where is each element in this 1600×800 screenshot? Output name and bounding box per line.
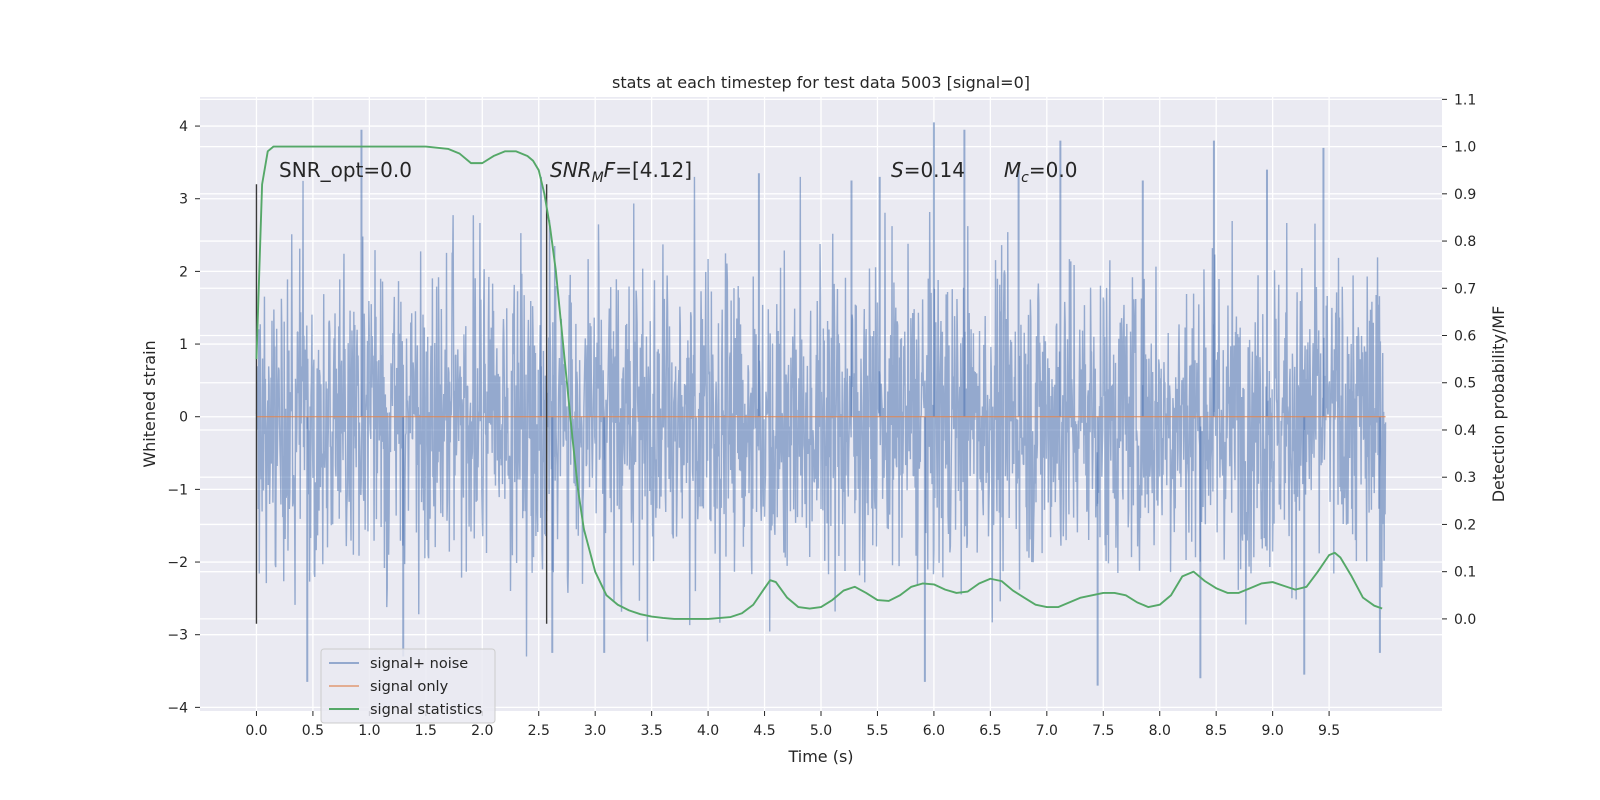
y-left-tick-label: −1: [167, 482, 188, 498]
x-tick-label: 5.5: [866, 723, 888, 739]
x-tick-label: 7.0: [1036, 723, 1058, 739]
x-tick-label: 1.5: [415, 723, 437, 739]
y-axis-right-label: Detection probability/MF: [1489, 306, 1508, 503]
x-tick-label: 0.0: [245, 723, 267, 739]
annotations: SNR_opt=0.0 SNRMF=[4.12] S=0.14 Mc=0.0: [279, 158, 1077, 186]
y-axis-left: 4 3 2 1 0 −1 −2 −3 −4: [167, 119, 200, 716]
annotation-text: S=0.14: [891, 158, 965, 182]
x-tick-label: 7.5: [1092, 723, 1114, 739]
legend-entry-signal-statistics: signal statistics: [370, 702, 482, 718]
x-tick-label: 8.5: [1205, 723, 1227, 739]
x-axis-label: Time (s): [787, 747, 853, 766]
signal-statistics-line: [255, 145, 1383, 620]
x-tick-label: 5.0: [810, 723, 832, 739]
x-tick-label: 8.0: [1149, 723, 1171, 739]
y-right-tick-label: 1.0: [1454, 140, 1476, 156]
y-right-tick-label: 0.6: [1454, 329, 1476, 345]
x-tick-label: 2.0: [471, 723, 493, 739]
y-left-tick-label: 0: [179, 410, 188, 426]
vertical-lines: [255, 184, 548, 624]
plot-content: [255, 122, 1387, 686]
annotation-text: SNR_opt=0.0: [279, 158, 412, 182]
y-right-tick-label: 0.1: [1454, 565, 1476, 581]
y-right-tick-label: 0.5: [1454, 376, 1476, 392]
y-right-tick-label: 0.8: [1454, 234, 1476, 250]
x-tick-label: 6.0: [923, 723, 945, 739]
x-axis: 0.0 0.5 1.0 1.5 2.0 2.5 3.0 3.5 4.0 4.5 5.0 5.5 6.0 6…: [245, 711, 1340, 739]
y-right-tick-label: 0.7: [1454, 281, 1476, 297]
series-signal-statistics: [255, 145, 1383, 620]
x-tick-label: 4.5: [753, 723, 775, 739]
series-signal-noise: [255, 122, 1387, 686]
y-left-tick-label: 1: [179, 337, 188, 353]
y-right-tick-label: 0.0: [1454, 612, 1476, 628]
legend: signal+ noise signal only signal statist…: [320, 648, 496, 724]
x-tick-label: 9.0: [1262, 723, 1284, 739]
legend-box: [320, 648, 496, 724]
noise-trace: [255, 176, 1387, 657]
x-tick-label: 3.5: [641, 723, 663, 739]
x-tick-label: 1.0: [358, 723, 380, 739]
x-tick-label: 4.0: [697, 723, 719, 739]
chart-title: stats at each timestep for test data 500…: [612, 73, 1030, 92]
y-left-tick-label: −3: [167, 628, 188, 644]
x-tick-label: 0.5: [302, 723, 324, 739]
y-axis-right: 1.1 1.0 0.9 0.8 0.7 0.6 0.5 0.4 0.3 0.2 0.1 0.0: [1442, 92, 1476, 628]
annotation-text: Mc=0.0: [1004, 158, 1078, 186]
y-right-tick-label: 0.2: [1454, 517, 1476, 533]
y-left-tick-label: 2: [179, 264, 188, 280]
y-right-tick-label: 0.4: [1454, 423, 1476, 439]
x-tick-label: 6.5: [979, 723, 1001, 739]
y-left-tick-label: −2: [167, 555, 188, 571]
y-right-tick-label: 1.1: [1454, 92, 1476, 108]
annotation-text: SNRMF=[4.12]: [550, 158, 692, 186]
x-tick-label: 2.5: [528, 723, 550, 739]
x-tick-label: 9.5: [1318, 723, 1340, 739]
x-tick-label: 3.0: [584, 723, 606, 739]
y-right-tick-label: 0.3: [1454, 470, 1476, 486]
legend-entry-signal-only: signal only: [370, 679, 449, 695]
y-left-tick-label: 3: [179, 192, 188, 208]
y-right-tick-label: 0.9: [1454, 187, 1476, 203]
y-left-tick-label: 4: [179, 119, 188, 135]
y-axis-left-label: Whitened strain: [140, 340, 159, 467]
legend-entry-signal-noise: signal+ noise: [370, 656, 468, 672]
y-left-tick-label: −4: [167, 700, 188, 716]
